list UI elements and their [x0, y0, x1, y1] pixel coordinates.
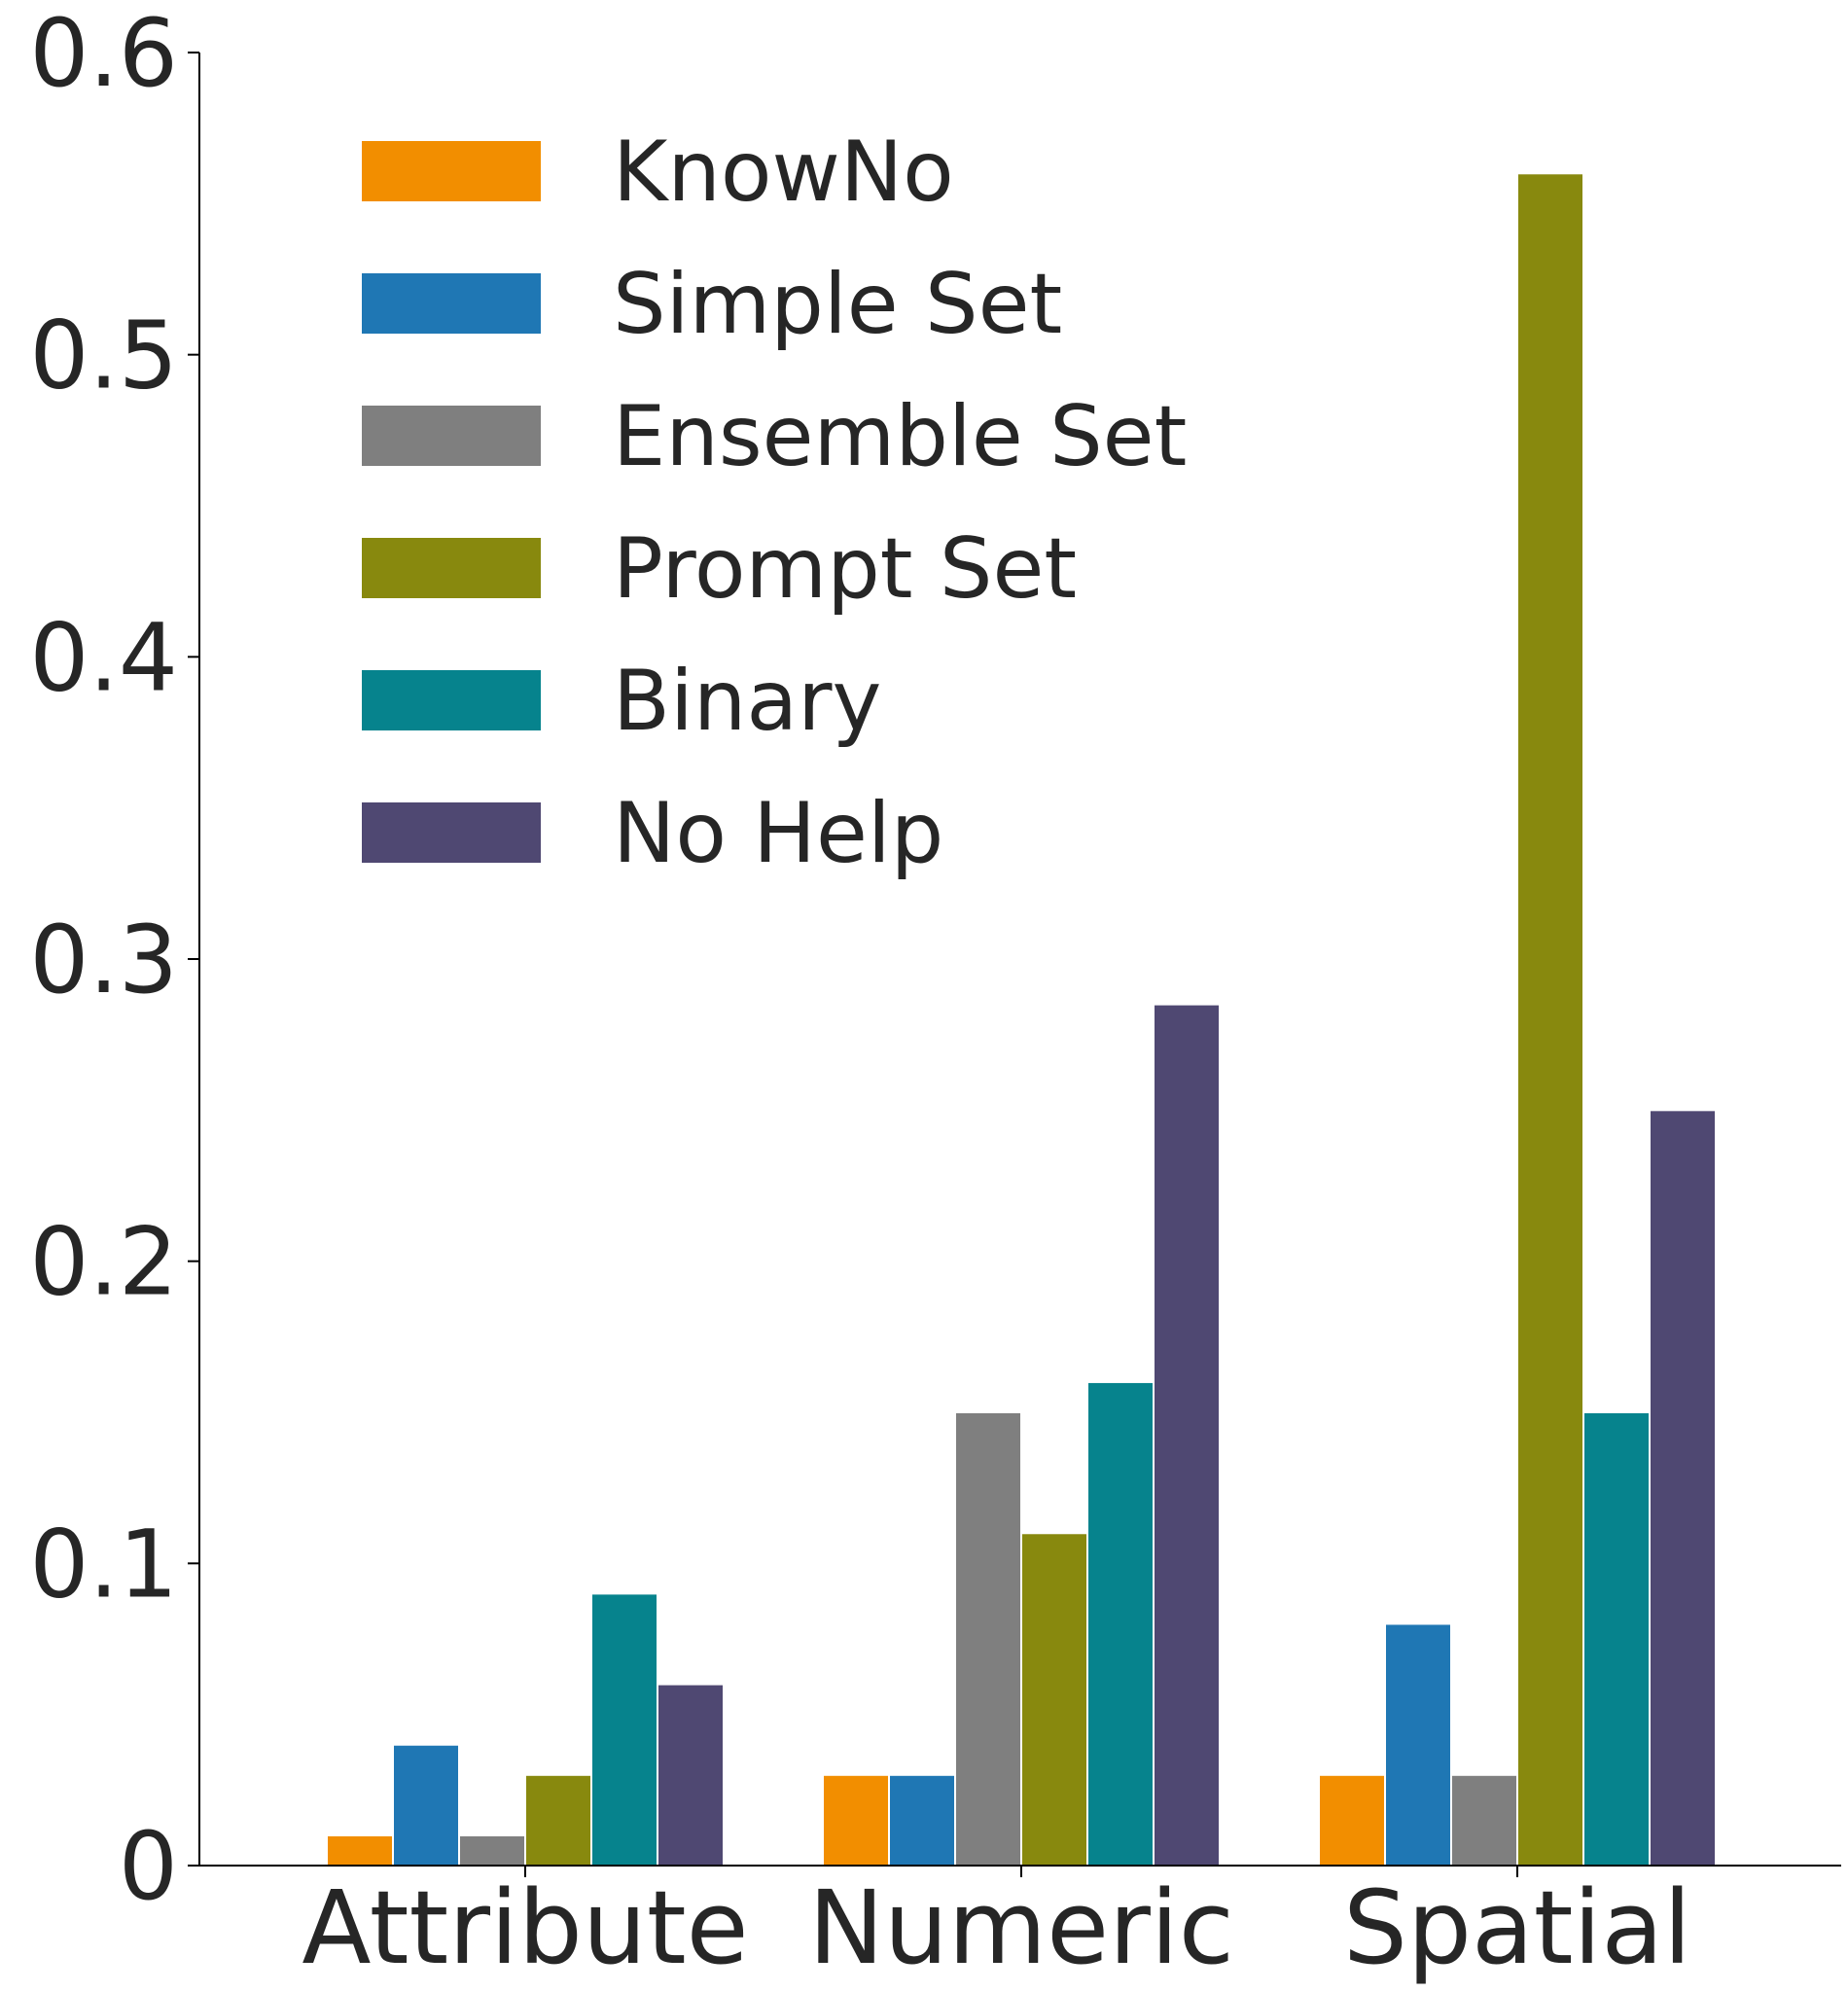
legend: KnowNo Simple Set Ensemble Set Prompt Set Bi…: [362, 124, 1187, 882]
bar-spatial-prompt-set: [1516, 172, 1584, 1867]
bar-spatial-knowno: [1318, 1773, 1386, 1868]
bar-attribute-prompt-set: [524, 1773, 592, 1868]
bar-spatial-no-help: [1649, 1109, 1717, 1868]
y-tick-label: 0.4: [29, 603, 178, 712]
y-ticks-layer: 0 0.1 0.2 0.3 0.4 0.5 0.6: [29, 0, 199, 1921]
legend-label-simple-set: Simple Set: [613, 256, 1062, 353]
x-category-label-attribute: Attribute: [302, 1868, 748, 1987]
x-categories-layer: Attribute Numeric Spatial: [302, 1866, 1691, 1987]
bar-numeric-simple-set: [888, 1773, 956, 1868]
legend-label-knowno: KnowNo: [613, 124, 954, 221]
y-tick-label: 0.5: [29, 302, 178, 410]
legend-swatch-ensemble-set: [362, 406, 541, 466]
legend-swatch-prompt-set: [362, 538, 541, 598]
bar-numeric-no-help: [1153, 1003, 1221, 1867]
legend-swatch-knowno: [362, 141, 541, 201]
bar-numeric-prompt-set: [1020, 1532, 1088, 1868]
bar-attribute-ensemble-set: [458, 1833, 526, 1868]
legend-swatch-no-help: [362, 802, 541, 863]
bar-spatial-ensemble-set: [1450, 1773, 1518, 1868]
bar-spatial-simple-set: [1384, 1622, 1452, 1868]
legend-swatch-binary: [362, 670, 541, 730]
y-tick-label: 0.3: [29, 906, 178, 1014]
y-tick-label: 0.1: [29, 1510, 178, 1618]
legend-label-no-help: No Help: [613, 785, 943, 882]
bar-attribute-simple-set: [392, 1743, 460, 1867]
legend-label-binary: Binary: [613, 653, 881, 750]
bar-spatial-binary: [1582, 1411, 1651, 1867]
bar-numeric-binary: [1086, 1380, 1155, 1868]
bar-attribute-no-help: [657, 1683, 725, 1867]
x-category-label-spatial: Spatial: [1343, 1868, 1691, 1987]
x-category-label-numeric: Numeric: [808, 1868, 1234, 1987]
legend-label-prompt-set: Prompt Set: [613, 520, 1077, 618]
bar-numeric-knowno: [822, 1773, 890, 1868]
legend-swatch-simple-set: [362, 273, 541, 334]
bar-attribute-binary: [590, 1592, 658, 1868]
bar-attribute-knowno: [326, 1833, 394, 1868]
y-tick-label: 0.6: [29, 0, 178, 108]
bar-numeric-ensemble-set: [954, 1411, 1022, 1867]
y-tick-label: 0.2: [29, 1208, 178, 1317]
legend-label-ensemble-set: Ensemble Set: [613, 388, 1187, 485]
y-tick-label: 0: [119, 1812, 178, 1921]
bars-layer: [326, 172, 1717, 1868]
